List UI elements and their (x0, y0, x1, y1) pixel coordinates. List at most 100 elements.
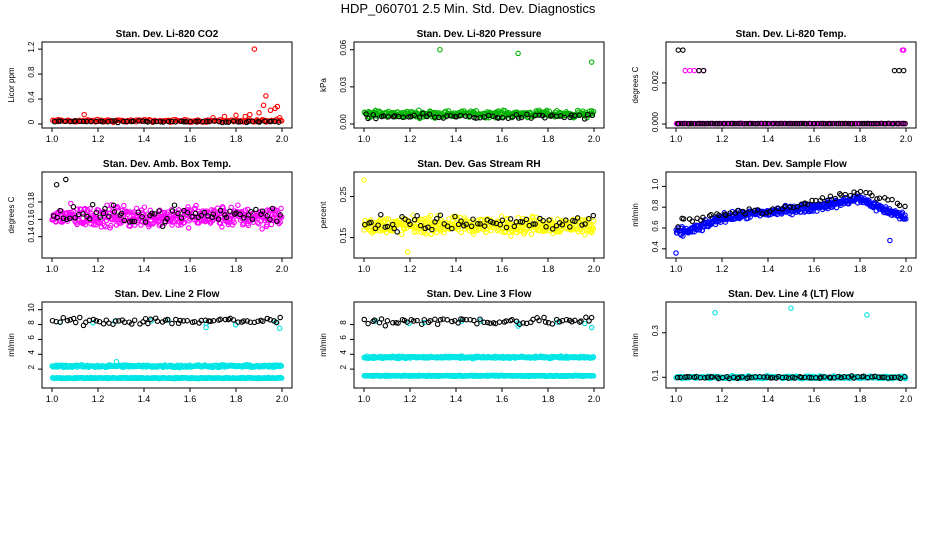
data-point (106, 213, 112, 220)
data-point (165, 118, 172, 125)
data-point (484, 319, 491, 326)
data-point (735, 120, 741, 127)
series-line3-cyan-upper (361, 353, 597, 362)
data-point (821, 374, 827, 380)
data-point (124, 209, 131, 215)
x-tick-label-line3: 1.2 (404, 394, 417, 404)
data-point (528, 231, 535, 237)
data-point (789, 211, 795, 218)
data-point (130, 118, 136, 125)
data-point (737, 120, 744, 127)
data-point (546, 217, 552, 223)
data-point (140, 319, 146, 325)
data-point (253, 206, 259, 213)
y-tick-label-co2: 0.8 (27, 66, 36, 78)
data-point (769, 374, 776, 381)
data-point (223, 119, 229, 125)
data-point (591, 218, 597, 224)
x-tick-label-line3: 2.0 (588, 394, 601, 404)
plot-frame-temp (665, 41, 917, 129)
data-point (463, 221, 469, 228)
data-point (380, 113, 387, 119)
data-point (563, 217, 569, 223)
data-point (513, 318, 520, 325)
data-point (209, 214, 216, 221)
data-point (819, 195, 826, 201)
y-tick-label-pressure: 0.00 (339, 114, 348, 130)
data-point (874, 196, 880, 202)
data-point (219, 224, 225, 230)
panel-gasrh: Stan. Dev. Gas Stream RH 1.0 1.2 1.4 1.6 1.8 2… (319, 159, 605, 274)
data-point (576, 112, 583, 119)
data-point (171, 202, 178, 208)
data-point (688, 120, 695, 127)
data-point (811, 120, 818, 127)
data-point (549, 226, 556, 232)
data-point (390, 320, 396, 326)
data-point (267, 107, 274, 114)
series-gasrh-colored (361, 177, 597, 255)
x-tick-label-co2: 1.6 (184, 134, 197, 144)
data-point (702, 120, 708, 127)
data-point (882, 120, 889, 127)
data-point (488, 227, 494, 234)
data-point (869, 192, 875, 199)
plot-frame-line2 (41, 301, 293, 389)
data-point (686, 374, 693, 380)
x-tick-label-gasrh: 1.4 (450, 264, 463, 274)
data-point (559, 222, 566, 228)
data-point (590, 212, 597, 219)
plot-frame-sampleflow (665, 171, 917, 259)
data-point (385, 216, 392, 222)
data-point (900, 120, 906, 127)
data-point (237, 211, 243, 218)
x-tick-label-line4: 1.0 (670, 394, 683, 404)
data-point (885, 375, 891, 381)
data-point (251, 46, 258, 52)
data-point (847, 192, 854, 199)
x-tick-label-ambbox: 1.8 (230, 264, 243, 274)
data-point (902, 203, 908, 210)
data-point (154, 318, 161, 324)
data-point (210, 211, 216, 217)
data-point (802, 200, 808, 206)
data-point (540, 217, 546, 224)
x-tick-label-sampleflow: 2.0 (900, 264, 913, 274)
series-co2-colored (50, 46, 285, 126)
x-tick-label-line3: 1.6 (496, 394, 509, 404)
x-tick-label-temp: 1.8 (854, 134, 867, 144)
data-point (561, 114, 568, 121)
data-point (405, 218, 412, 224)
data-point (112, 318, 119, 324)
y-tick-label-line3: 4 (339, 350, 348, 355)
data-point (414, 213, 420, 219)
data-point (497, 221, 503, 228)
data-point (370, 112, 376, 118)
panel-ambbox: Stan. Dev. Amb. Box Temp. 1.0 1.2 1.4 1.6 1.8… (7, 159, 293, 274)
data-point (553, 222, 560, 229)
series-temp-black (674, 47, 908, 127)
data-point (219, 119, 226, 126)
x-tick-label-line2: 1.8 (230, 394, 243, 404)
data-point (588, 59, 595, 65)
data-point (583, 314, 589, 321)
data-point (590, 373, 597, 379)
x-tick-label-sampleflow: 1.8 (854, 264, 867, 274)
data-point (87, 205, 93, 212)
x-tick-label-gasrh: 1.0 (358, 264, 371, 274)
data-point (427, 212, 434, 219)
data-point (588, 314, 595, 321)
data-point (361, 177, 367, 183)
data-point (474, 320, 480, 327)
data-point (427, 318, 433, 324)
data-point (63, 216, 70, 223)
data-point (72, 319, 79, 326)
data-point (863, 189, 869, 196)
data-point (230, 317, 237, 323)
data-point (787, 120, 793, 127)
data-point (142, 315, 149, 322)
data-point (249, 118, 256, 124)
x-tick-label-gasrh: 2.0 (588, 264, 601, 274)
data-point (558, 227, 564, 234)
data-point (572, 218, 578, 225)
